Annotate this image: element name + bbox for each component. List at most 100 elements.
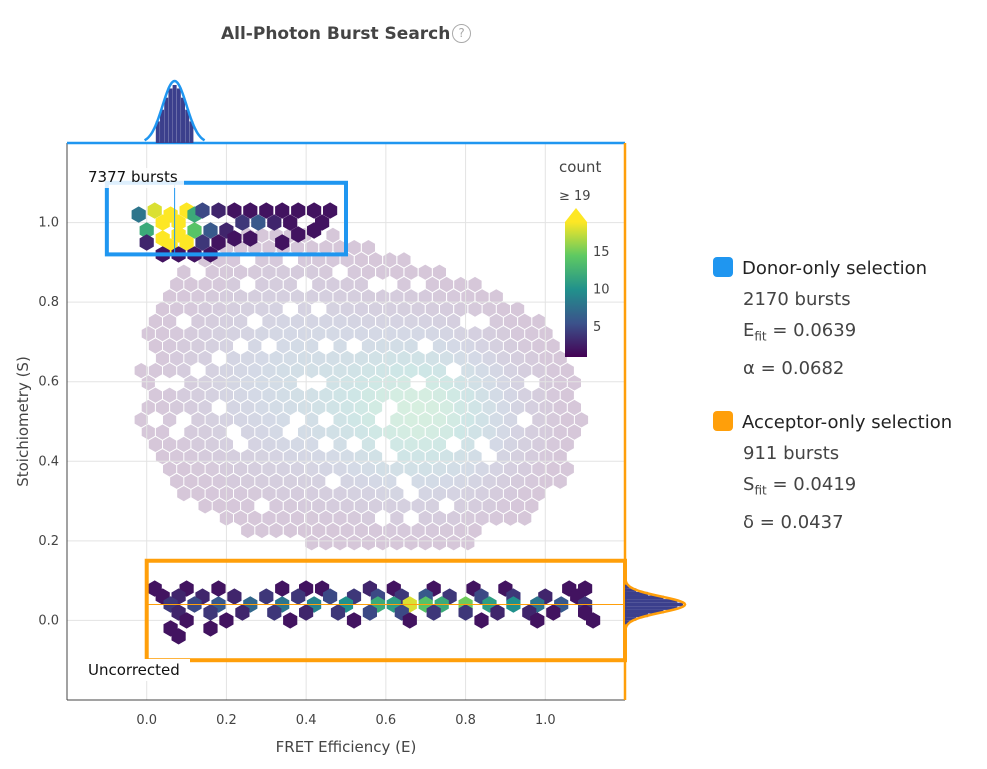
background-hex <box>503 486 518 502</box>
background-hex <box>212 498 226 514</box>
background-hex <box>155 326 170 342</box>
background-hex <box>298 301 312 317</box>
y-marginal-bar <box>625 613 649 618</box>
background-hex <box>496 350 510 366</box>
background-hex <box>532 363 546 379</box>
background-hex <box>432 387 446 403</box>
background-hex <box>340 424 354 440</box>
background-hex <box>290 313 304 329</box>
y-marginal-bar <box>625 609 664 614</box>
background-hex <box>560 387 574 403</box>
donor-hex <box>307 222 322 239</box>
background-hex <box>475 387 489 403</box>
background-hex <box>461 387 475 403</box>
background-hex <box>283 375 297 391</box>
background-hex <box>574 412 589 428</box>
background-hex <box>276 264 290 280</box>
background-hex <box>546 461 560 477</box>
background-hex <box>205 264 219 280</box>
background-hex <box>447 338 461 354</box>
background-hex <box>475 412 489 428</box>
acceptor-hex <box>362 604 377 621</box>
background-hex <box>248 338 262 354</box>
background-hex <box>440 399 454 416</box>
background-hex <box>255 301 269 317</box>
background-hex <box>553 399 567 416</box>
background-hex <box>511 399 525 416</box>
background-hex <box>397 449 411 465</box>
background-hex <box>340 473 354 489</box>
donor-hex <box>187 222 202 239</box>
donor-alpha: α = 0.0682 <box>743 357 845 379</box>
background-hex <box>532 436 546 452</box>
acceptor-hex <box>283 612 298 629</box>
y-marginal-fit-curve <box>623 572 687 637</box>
donor-hex <box>227 202 242 219</box>
background-hex <box>212 473 226 489</box>
background-hex <box>347 510 361 526</box>
background-hex <box>482 375 496 391</box>
donor-selection-heading[interactable]: Donor-only selection <box>713 253 927 284</box>
background-hex <box>461 338 475 354</box>
donor-selection-label: Donor-only selection <box>742 258 928 279</box>
help-circle-icon[interactable]: ? <box>452 24 471 43</box>
background-hex <box>369 350 383 366</box>
background-hex <box>177 387 191 403</box>
y-marginal-bar <box>625 602 683 607</box>
background-hex <box>255 522 269 539</box>
background-hex <box>191 436 205 452</box>
background-hex <box>553 449 567 465</box>
background-hex <box>447 289 461 305</box>
acceptor-selection-heading[interactable]: Acceptor-only selection <box>713 407 952 438</box>
background-hex <box>482 350 496 366</box>
background-hex <box>298 449 312 465</box>
background-hex <box>255 227 269 243</box>
background-hex <box>496 473 510 489</box>
background-hex <box>503 436 518 452</box>
background-hex <box>283 276 297 293</box>
background-hex <box>468 473 482 489</box>
background-hex <box>205 412 219 428</box>
background-hex <box>340 375 354 391</box>
background-hex <box>425 424 439 440</box>
background-hex <box>553 424 567 440</box>
background-hex <box>184 449 198 465</box>
background-hex <box>440 276 454 293</box>
background-hex <box>383 498 397 514</box>
background-hex <box>298 326 312 342</box>
background-hex <box>298 399 312 416</box>
background-hex <box>503 412 518 428</box>
background-hex <box>475 461 489 477</box>
background-hex <box>489 412 503 428</box>
background-hex <box>418 363 432 379</box>
background-hex <box>205 338 219 354</box>
donor-hex <box>227 230 242 247</box>
background-hex <box>361 313 375 329</box>
background-hex <box>340 326 354 342</box>
donor-selection-box[interactable] <box>104 180 348 257</box>
donor-count-annotation: 7377 bursts <box>88 168 178 186</box>
background-hex <box>404 338 418 354</box>
donor-hex <box>283 214 298 231</box>
background-hex <box>454 326 468 342</box>
acceptor-sfit: Sfit = 0.0419 <box>713 469 952 507</box>
background-hex <box>369 326 383 342</box>
acceptor-hex <box>227 588 242 605</box>
background-hex <box>269 449 283 465</box>
background-hex <box>390 289 404 305</box>
background-hex <box>390 264 404 280</box>
background-hex <box>518 387 532 403</box>
background-hex <box>305 535 319 551</box>
background-hex <box>241 522 255 539</box>
background-hex <box>482 326 496 342</box>
background-hex <box>262 313 276 329</box>
background-hex <box>361 338 375 354</box>
donor-hex <box>323 202 338 219</box>
x-tick-label: 0.4 <box>296 713 317 728</box>
background-hex <box>141 375 155 391</box>
background-hex <box>241 449 255 465</box>
background-hex <box>248 510 262 526</box>
background-hex <box>503 363 518 379</box>
background-hex <box>376 486 390 502</box>
background-hex <box>234 412 248 428</box>
